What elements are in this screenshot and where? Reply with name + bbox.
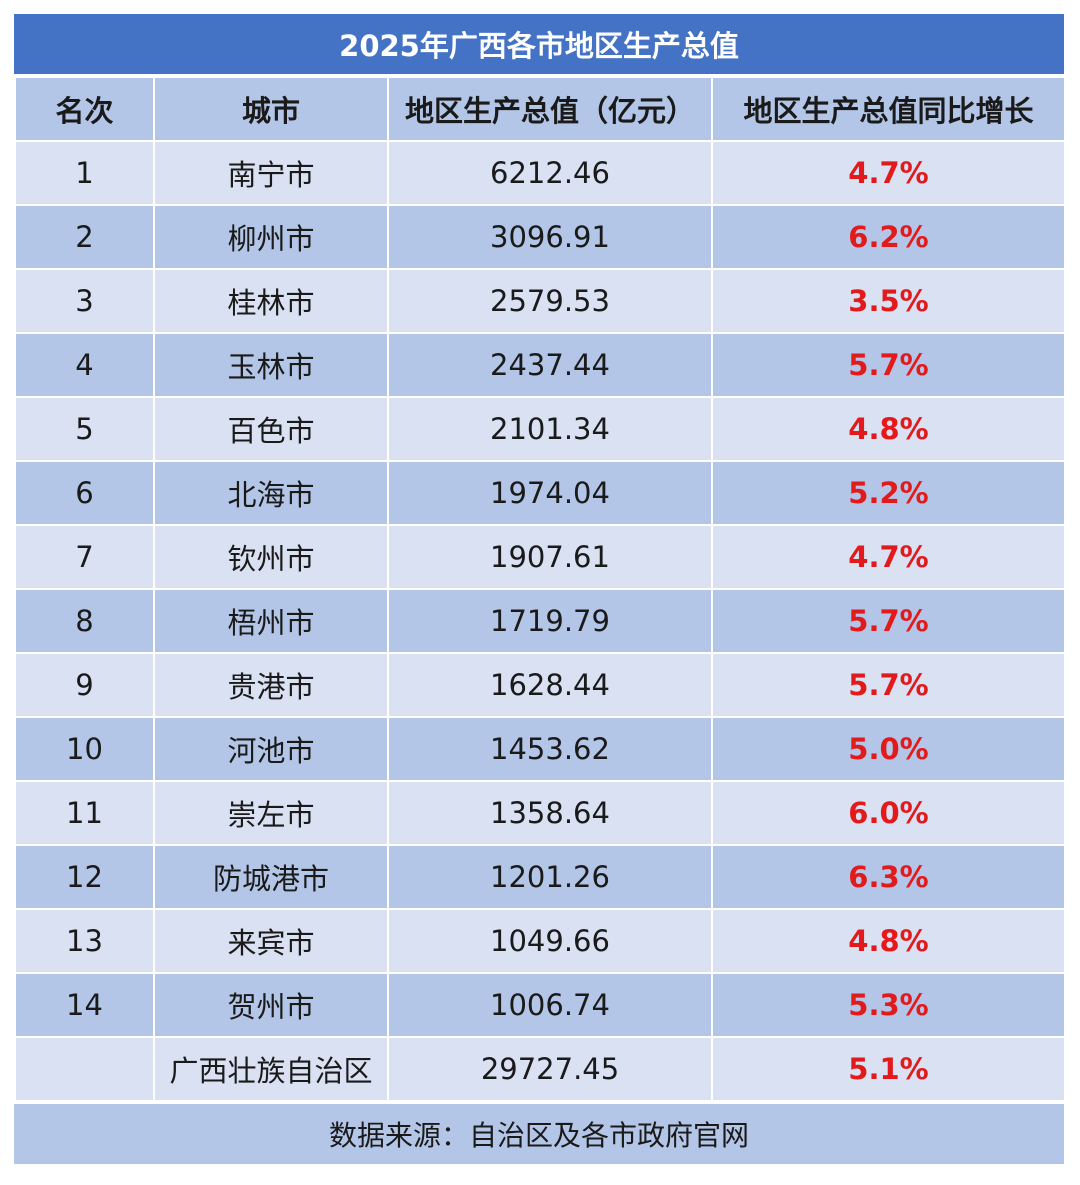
city-cell: 南宁市	[153, 140, 389, 206]
city-cell: 柳州市	[153, 204, 389, 270]
gdp-value-cell: 6212.46	[387, 140, 713, 206]
table-header-row: 名次 城市 地区生产总值（亿元） 地区生产总值同比增长	[14, 76, 1066, 142]
city-cell: 贺州市	[153, 972, 389, 1038]
gdp-table: 名次 城市 地区生产总值（亿元） 地区生产总值同比增长 1 南宁市 6212.46 4…	[14, 76, 1066, 1102]
city-cell: 来宾市	[153, 908, 389, 974]
gdp-value-cell: 2437.44	[387, 332, 713, 398]
rank-cell: 10	[14, 716, 155, 782]
city-cell: 北海市	[153, 460, 389, 526]
rank-cell: 7	[14, 524, 155, 590]
rank-cell: 6	[14, 460, 155, 526]
table-row: 8 梧州市 1719.79 5.7%	[14, 588, 1066, 654]
table-row: 1 南宁市 6212.46 4.7%	[14, 140, 1066, 206]
table-body: 1 南宁市 6212.46 4.7% 2 柳州市 3096.91 6.2% 3 桂林市 2579.5…	[14, 140, 1066, 1102]
growth-value-cell: 5.1%	[711, 1036, 1066, 1102]
table-row: 6 北海市 1974.04 5.2%	[14, 460, 1066, 526]
city-cell: 梧州市	[153, 588, 389, 654]
header-gdp: 地区生产总值（亿元）	[387, 76, 713, 142]
table-row: 4 玉林市 2437.44 5.7%	[14, 332, 1066, 398]
growth-value-cell: 4.7%	[711, 140, 1066, 206]
table-row: 7 钦州市 1907.61 4.7%	[14, 524, 1066, 590]
gdp-table-panel: 2025年广西各市地区生产总值 名次 城市 地区生产总值（亿元） 地区生产总值同…	[14, 14, 1066, 1164]
city-cell: 防城港市	[153, 844, 389, 910]
header-city: 城市	[153, 76, 389, 142]
gdp-value-cell: 2101.34	[387, 396, 713, 462]
city-cell: 桂林市	[153, 268, 389, 334]
table-title: 2025年广西各市地区生产总值	[14, 14, 1064, 76]
growth-value-cell: 5.7%	[711, 332, 1066, 398]
gdp-value-cell: 1358.64	[387, 780, 713, 846]
growth-value-cell: 5.2%	[711, 460, 1066, 526]
growth-value-cell: 5.7%	[711, 588, 1066, 654]
gdp-value-cell: 1006.74	[387, 972, 713, 1038]
table-row: 3 桂林市 2579.53 3.5%	[14, 268, 1066, 334]
rank-cell: 4	[14, 332, 155, 398]
header-rank: 名次	[14, 76, 155, 142]
city-cell: 广西壮族自治区	[153, 1036, 389, 1102]
table-row: 14 贺州市 1006.74 5.3%	[14, 972, 1066, 1038]
city-cell: 百色市	[153, 396, 389, 462]
growth-value-cell: 5.3%	[711, 972, 1066, 1038]
rank-cell: 11	[14, 780, 155, 846]
table-row: 10 河池市 1453.62 5.0%	[14, 716, 1066, 782]
gdp-value-cell: 1719.79	[387, 588, 713, 654]
rank-cell: 1	[14, 140, 155, 206]
table-row-total: 广西壮族自治区 29727.45 5.1%	[14, 1036, 1066, 1102]
growth-value-cell: 3.5%	[711, 268, 1066, 334]
gdp-value-cell: 29727.45	[387, 1036, 713, 1102]
table-row: 12 防城港市 1201.26 6.3%	[14, 844, 1066, 910]
table-row: 13 来宾市 1049.66 4.8%	[14, 908, 1066, 974]
rank-cell: 3	[14, 268, 155, 334]
table-row: 2 柳州市 3096.91 6.2%	[14, 204, 1066, 270]
rank-cell: 5	[14, 396, 155, 462]
city-cell: 贵港市	[153, 652, 389, 718]
city-cell: 河池市	[153, 716, 389, 782]
table-row: 5 百色市 2101.34 4.8%	[14, 396, 1066, 462]
gdp-value-cell: 1907.61	[387, 524, 713, 590]
growth-value-cell: 6.3%	[711, 844, 1066, 910]
growth-value-cell: 6.0%	[711, 780, 1066, 846]
table-row: 9 贵港市 1628.44 5.7%	[14, 652, 1066, 718]
data-source-note: 数据来源：自治区及各市政府官网	[14, 1102, 1064, 1164]
growth-value-cell: 4.8%	[711, 908, 1066, 974]
rank-cell: 2	[14, 204, 155, 270]
gdp-value-cell: 3096.91	[387, 204, 713, 270]
header-growth: 地区生产总值同比增长	[711, 76, 1066, 142]
city-cell: 崇左市	[153, 780, 389, 846]
city-cell: 钦州市	[153, 524, 389, 590]
growth-value-cell: 4.8%	[711, 396, 1066, 462]
rank-cell: 12	[14, 844, 155, 910]
table-row: 11 崇左市 1358.64 6.0%	[14, 780, 1066, 846]
rank-cell	[14, 1036, 155, 1102]
growth-value-cell: 6.2%	[711, 204, 1066, 270]
city-cell: 玉林市	[153, 332, 389, 398]
rank-cell: 13	[14, 908, 155, 974]
gdp-value-cell: 2579.53	[387, 268, 713, 334]
gdp-value-cell: 1049.66	[387, 908, 713, 974]
gdp-value-cell: 1628.44	[387, 652, 713, 718]
rank-cell: 14	[14, 972, 155, 1038]
growth-value-cell: 5.7%	[711, 652, 1066, 718]
gdp-value-cell: 1453.62	[387, 716, 713, 782]
gdp-value-cell: 1201.26	[387, 844, 713, 910]
growth-value-cell: 5.0%	[711, 716, 1066, 782]
rank-cell: 8	[14, 588, 155, 654]
gdp-value-cell: 1974.04	[387, 460, 713, 526]
rank-cell: 9	[14, 652, 155, 718]
growth-value-cell: 4.7%	[711, 524, 1066, 590]
